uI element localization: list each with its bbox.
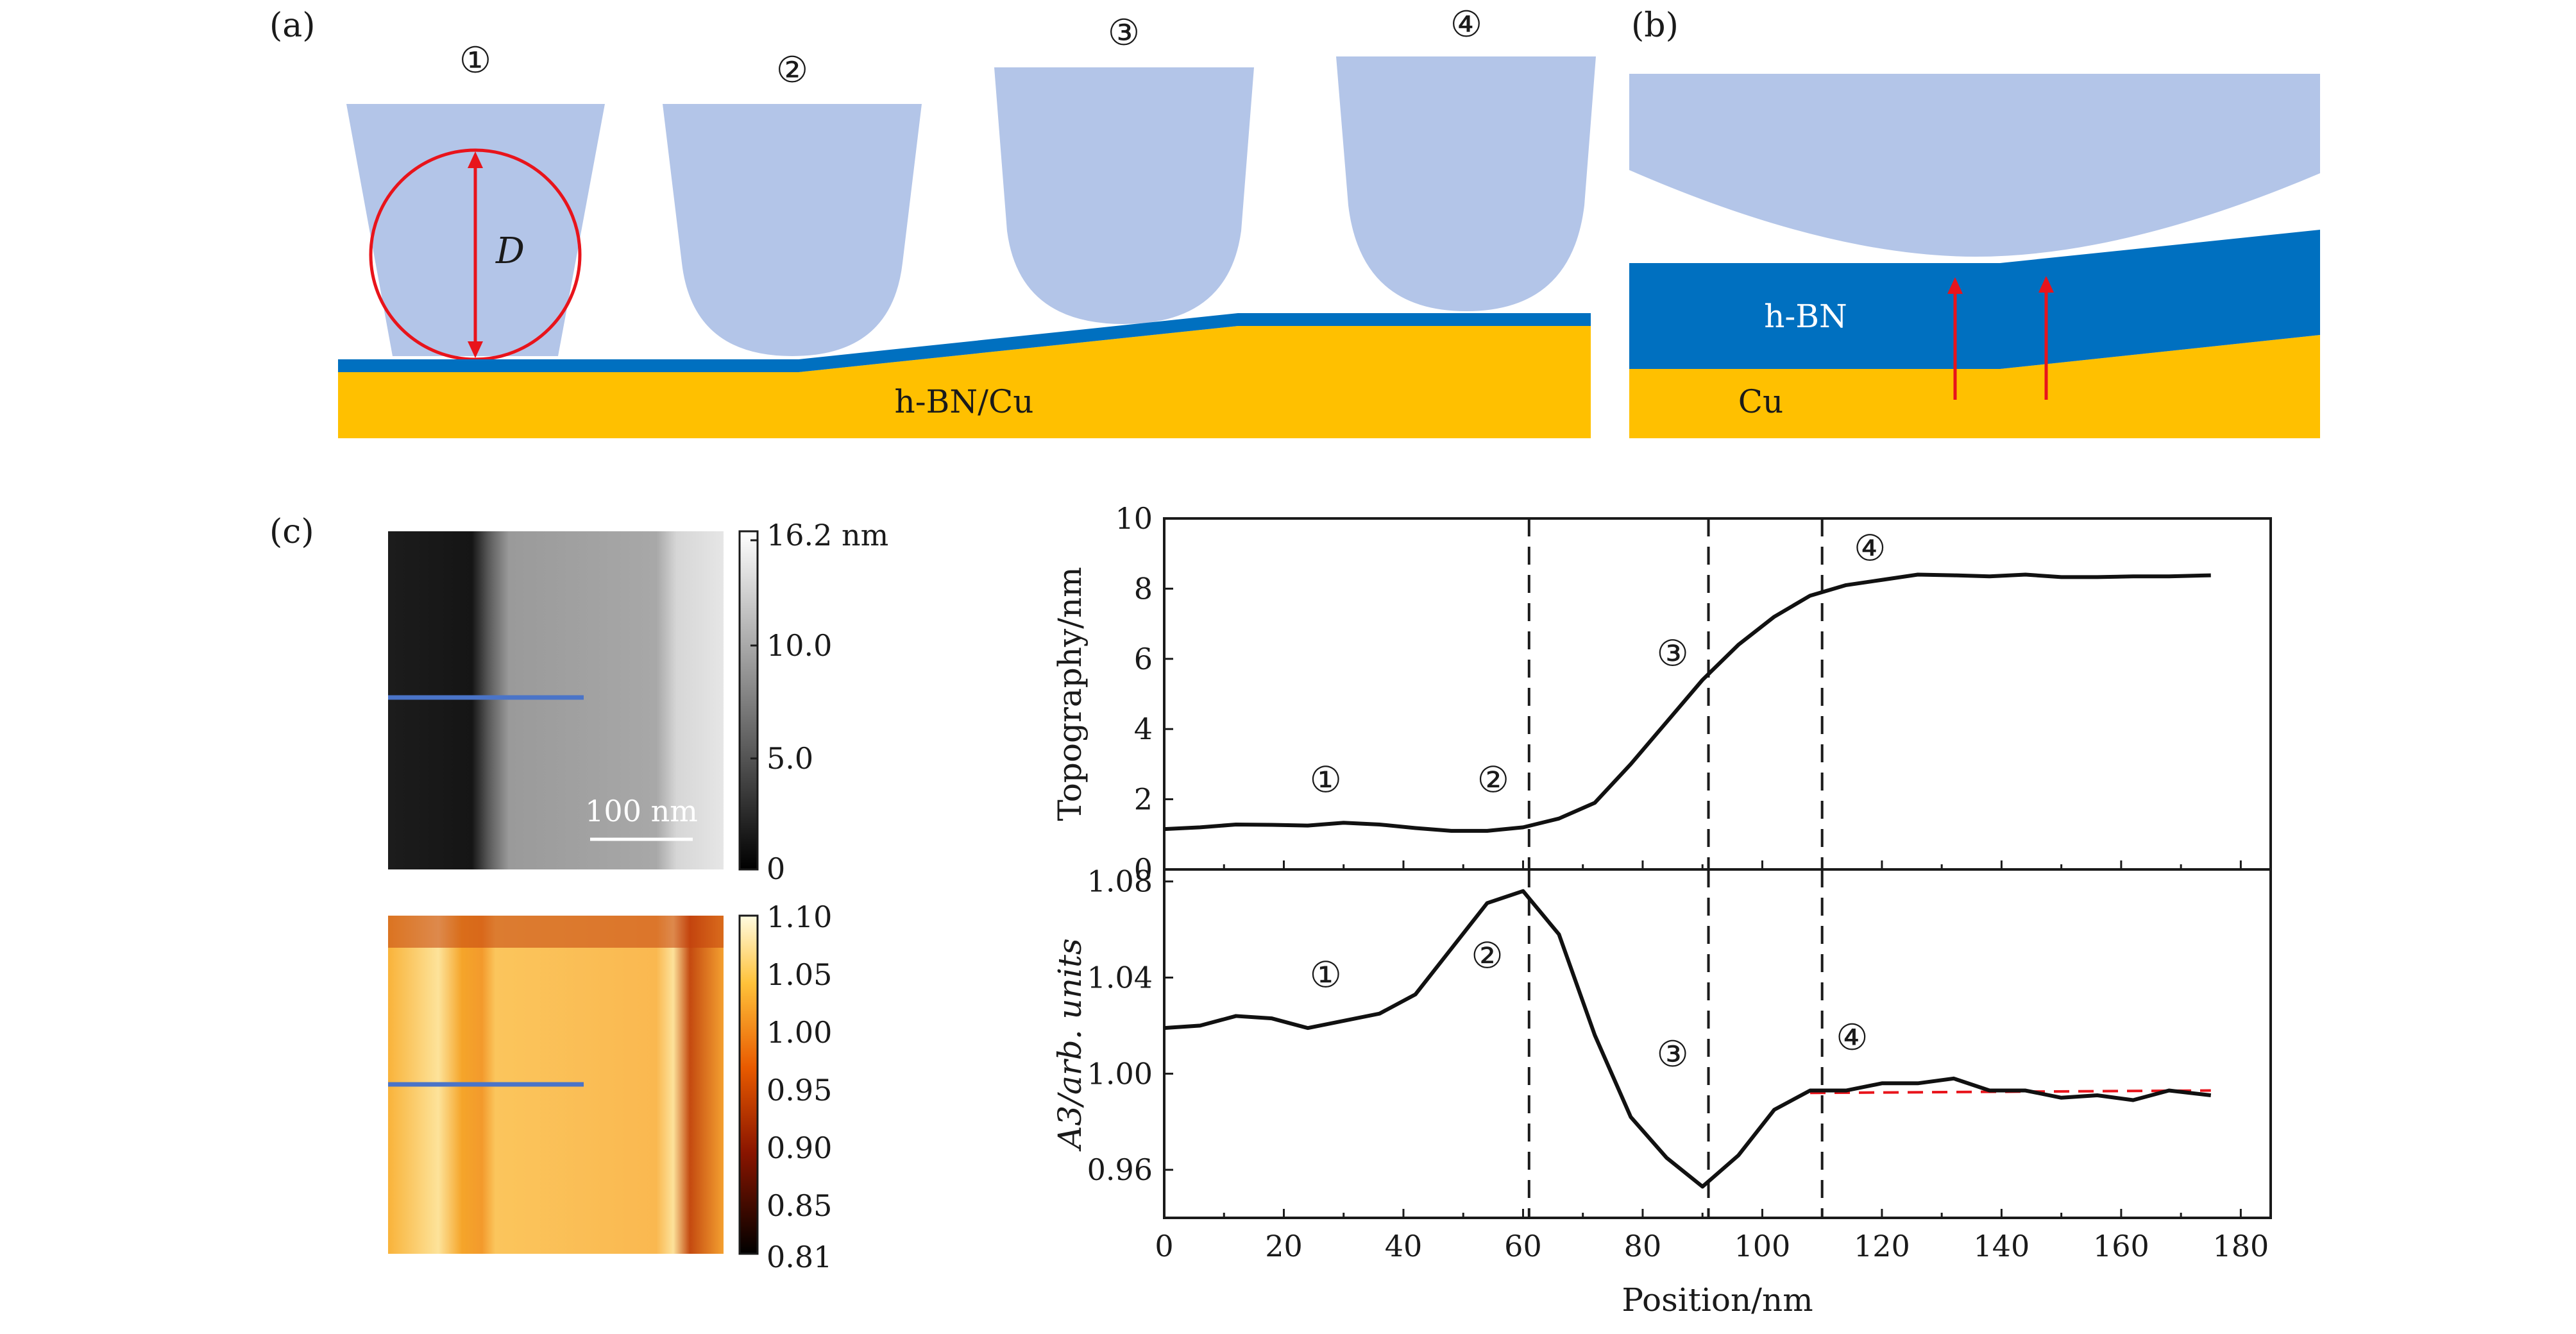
tip-marker-3: ③ xyxy=(1108,12,1140,54)
topography-ytick-label: 8 xyxy=(1134,571,1153,606)
a3-profile-curve xyxy=(1164,889,2212,1189)
a3-colorbar-tick: 0.90 xyxy=(767,1131,832,1165)
topography-region-marker: ① xyxy=(1310,760,1342,801)
topography-region-marker: ④ xyxy=(1854,528,1886,570)
hbn-layer-b xyxy=(1629,230,2320,369)
tip-2 xyxy=(663,104,922,356)
cu-substrate-b xyxy=(1629,335,2320,438)
topography-region-marker: ③ xyxy=(1656,633,1688,675)
cu-substrate-a xyxy=(338,326,1591,438)
topography-region-marker: ② xyxy=(1477,760,1509,801)
panel-label-a: (a) xyxy=(269,6,316,45)
scale-bar-label: 100 nm xyxy=(585,794,698,828)
thickness-arrowhead-1 xyxy=(1947,277,1963,294)
a3-colorbar-tick: 0.81 xyxy=(767,1240,832,1274)
xtick-label: 20 xyxy=(1265,1229,1303,1263)
a3-colorbar-tick: 1.05 xyxy=(767,957,832,992)
a3-colorbar-tick: 1.00 xyxy=(767,1015,832,1050)
panel-a: (a) D ① ② ③ ④ h-BN/Cu xyxy=(269,4,1596,438)
cu-label: Cu xyxy=(1738,383,1783,420)
profile-charts: 0 2 4 6 8 10 Topography/nm ① ② ③ ④ 0.96 1.00 1.04 1.0… xyxy=(1051,501,2272,1319)
topography-profile-curve xyxy=(1164,572,2211,833)
a3-y-axis-label: A3/arb. units xyxy=(1051,938,1089,1151)
a3-ytick-label: 1.04 xyxy=(1087,961,1153,995)
a3-ytick-label: 1.08 xyxy=(1087,864,1153,899)
thickness-arrowhead-2 xyxy=(2038,276,2054,293)
panel-c-images: (c) 100 nm 16.2 nm 10.0 5.0 0 1.10 1.05 … xyxy=(269,513,888,1274)
a3-chart: 0.96 1.00 1.04 1.08 0 20 40 60 80 100 120 140 160 180… xyxy=(1051,864,2269,1319)
panel-label-b: (b) xyxy=(1631,6,1679,45)
a3-colorbar-tick: 0.95 xyxy=(767,1073,832,1107)
a3-ytick-label: 1.00 xyxy=(1087,1056,1153,1091)
diameter-arrowhead-top xyxy=(468,151,483,168)
topography-ytick-label: 10 xyxy=(1115,501,1153,536)
a3-ytick-label: 0.96 xyxy=(1087,1152,1153,1187)
tip-marker-4: ④ xyxy=(1450,4,1482,46)
topography-ytick-label: 2 xyxy=(1134,782,1153,817)
a3-region-marker: ② xyxy=(1471,936,1503,977)
xtick-label: 60 xyxy=(1504,1229,1542,1263)
xtick-label: 0 xyxy=(1155,1229,1173,1263)
topography-colorbar-tick: 10.0 xyxy=(767,628,832,663)
topography-colorbar-min: 0 xyxy=(767,851,785,886)
tip-marker-2: ② xyxy=(776,49,808,91)
topography-colorbar-tick: 5.0 xyxy=(767,741,813,776)
substrate-label: h-BN/Cu xyxy=(895,383,1034,420)
x-axis-label: Position/nm xyxy=(1622,1281,1813,1319)
xtick-label: 160 xyxy=(2093,1229,2149,1263)
xtick-label: 100 xyxy=(1734,1229,1791,1263)
topography-ytick-label: 0 xyxy=(1134,852,1153,887)
topography-chart: 0 2 4 6 8 10 Topography/nm ① ② ③ ④ xyxy=(1051,501,2242,887)
a3-colorbar-tick: 1.10 xyxy=(767,900,832,934)
topography-image xyxy=(388,531,724,869)
tip-large xyxy=(1629,74,2320,257)
xtick-label: 80 xyxy=(1624,1229,1662,1263)
tip-4 xyxy=(1336,56,1596,311)
a3-region-marker: ④ xyxy=(1836,1017,1868,1059)
topography-ytick-label: 4 xyxy=(1134,712,1153,746)
hbn-layer-a xyxy=(338,313,1591,372)
tip-3 xyxy=(994,67,1254,324)
xtick-label: 40 xyxy=(1385,1229,1423,1263)
tip-marker-1: ① xyxy=(459,40,491,81)
a3-region-marker: ① xyxy=(1310,954,1342,996)
diameter-label: D xyxy=(495,230,525,272)
topography-ytick-label: 6 xyxy=(1134,642,1153,676)
xtick-label: 140 xyxy=(1973,1229,2029,1263)
hbn-label: h-BN xyxy=(1764,298,1847,335)
xtick-label: 120 xyxy=(1854,1229,1910,1263)
a3-colorbar-tick: 0.85 xyxy=(767,1188,832,1223)
panel-label-c: (c) xyxy=(269,513,314,551)
xtick-label: 180 xyxy=(2212,1229,2269,1263)
a3-colorbar xyxy=(738,914,759,1255)
diameter-arrowhead-bottom xyxy=(468,341,483,358)
panel-b: (b) h-BN Cu xyxy=(1629,6,2320,438)
topography-colorbar-max: 16.2 nm xyxy=(767,518,888,552)
topography-colorbar xyxy=(738,530,759,871)
topography-y-axis-label: Topography/nm xyxy=(1051,567,1089,821)
a3-region-marker: ③ xyxy=(1656,1034,1688,1075)
